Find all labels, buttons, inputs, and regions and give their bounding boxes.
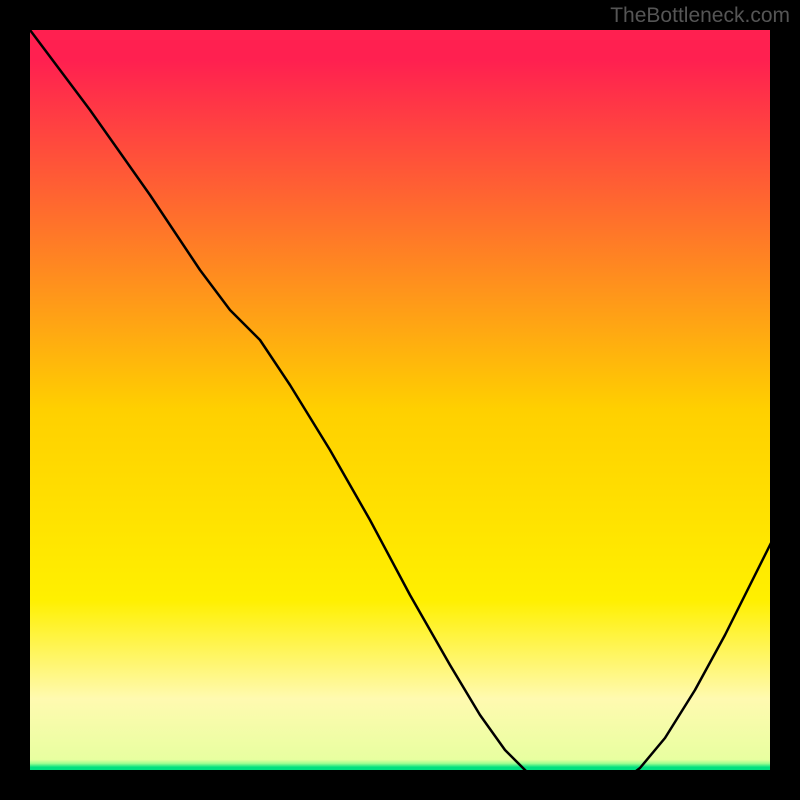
chart-border: [0, 0, 30, 800]
bottleneck-chart: [0, 0, 800, 800]
watermark-text: TheBottleneck.com: [610, 4, 790, 28]
chart-svg: [0, 0, 800, 800]
chart-border: [0, 770, 800, 800]
gradient-background: [30, 30, 790, 790]
chart-border: [770, 0, 800, 800]
